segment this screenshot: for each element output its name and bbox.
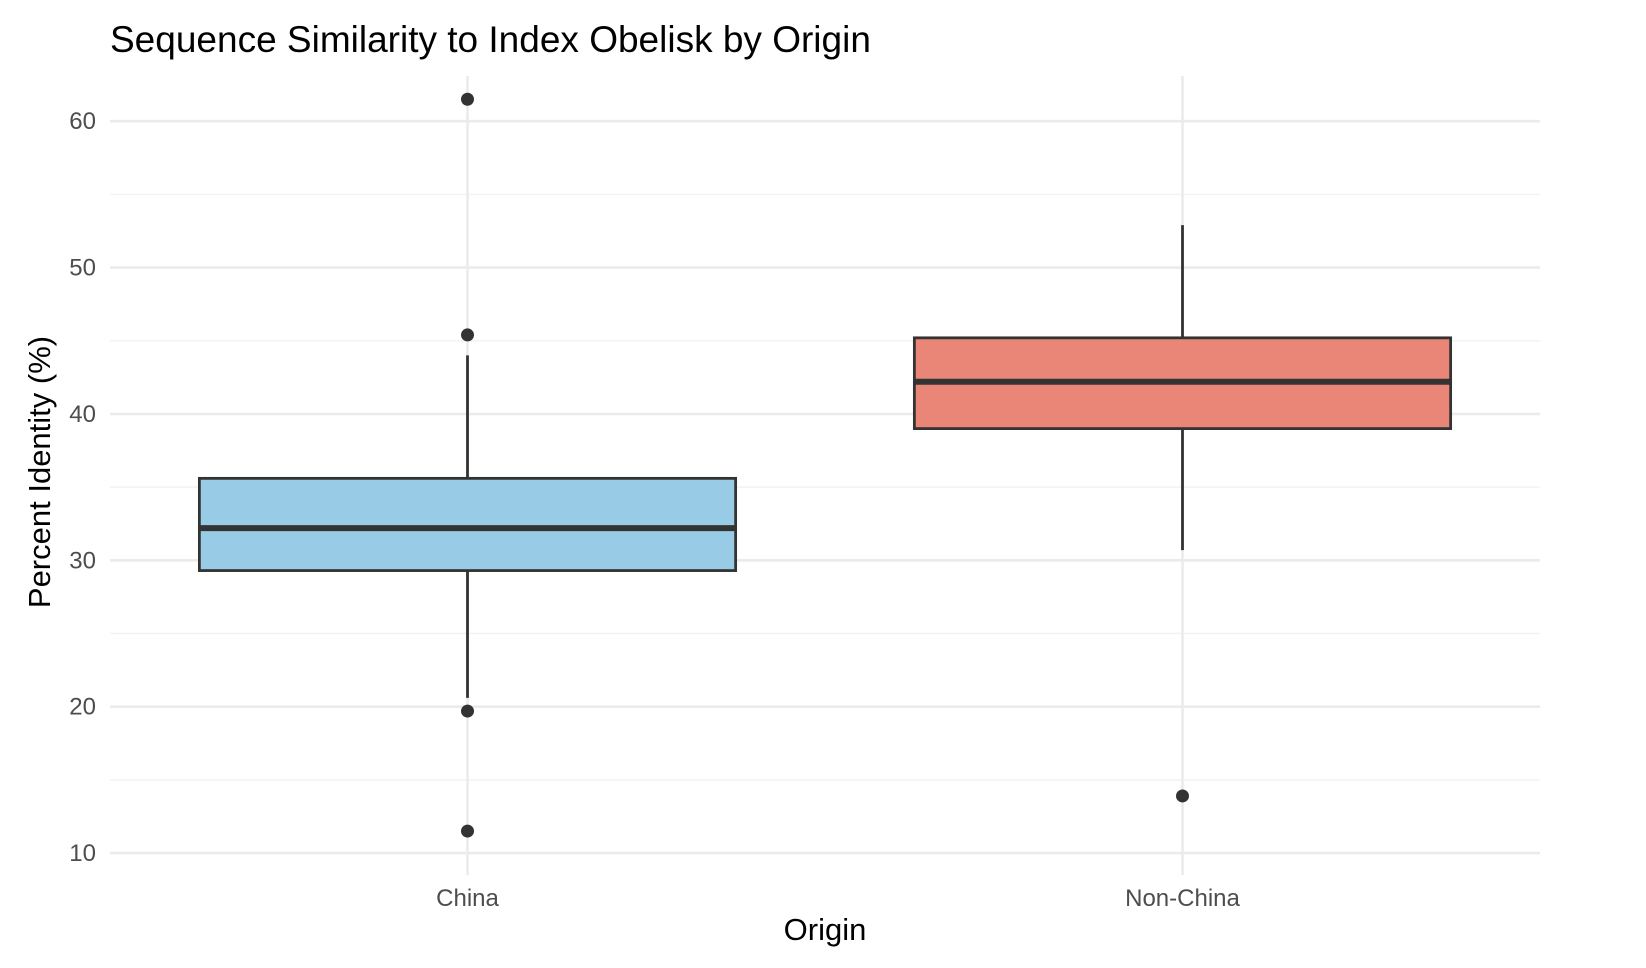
y-tick-label: 10 (69, 840, 96, 867)
y-axis-title: Percent Identity (%) (22, 336, 57, 608)
x-tick-label: Non-China (1125, 885, 1240, 912)
iqr-box (197, 476, 738, 572)
y-tick-label: 50 (69, 255, 96, 282)
box-china (197, 92, 738, 838)
x-tick-label: China (436, 885, 499, 912)
box-series (197, 92, 1453, 838)
y-axis-tick-labels: 10 20 30 40 50 60 (69, 108, 96, 867)
y-tick-label: 20 (69, 694, 96, 721)
box-non-china (912, 225, 1453, 803)
outlier-point (461, 824, 474, 838)
y-tick-label: 40 (69, 401, 96, 428)
chart-title: Sequence Similarity to Index Obelisk by … (110, 19, 871, 60)
outlier-point (461, 328, 474, 342)
outlier-point (461, 704, 474, 718)
y-tick-label: 30 (69, 547, 96, 574)
grid-lines (110, 76, 1540, 875)
y-tick-label: 60 (69, 108, 96, 135)
outlier-point (461, 92, 474, 106)
x-axis-tick-labels: China Non-China (436, 885, 1240, 912)
outlier-point (1176, 789, 1189, 803)
x-axis-title: Origin (784, 912, 867, 947)
